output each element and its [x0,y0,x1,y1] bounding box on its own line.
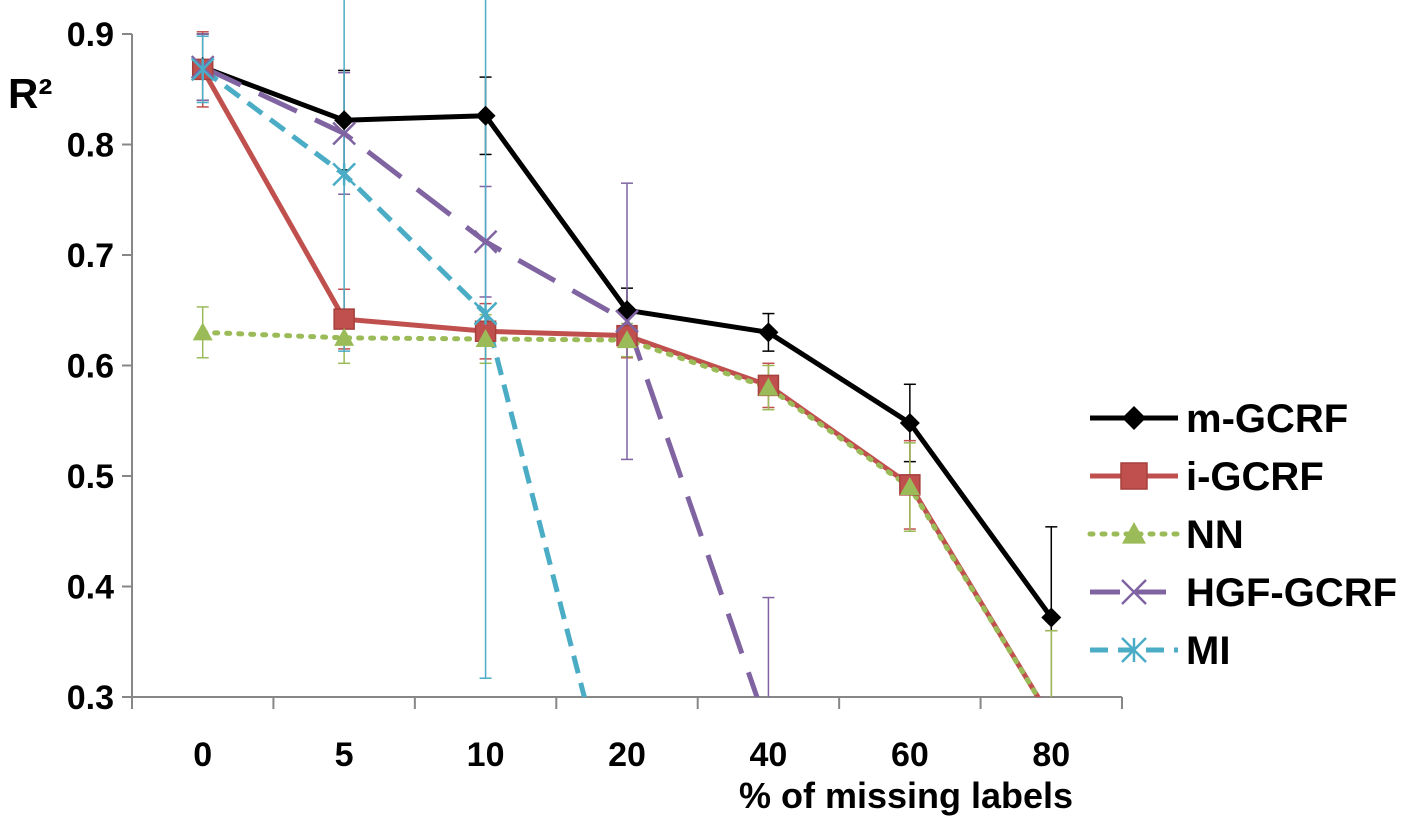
data-point-marker [1041,607,1062,628]
legend-label: NN [1186,513,1244,557]
data-point-marker [334,327,355,346]
x-tick-label: 10 [467,736,505,774]
y-tick-label: 0.4 [67,569,114,607]
legend-label: HGF-GCRF [1186,571,1397,615]
y-tick-label: 0.6 [67,348,114,386]
y-tick-label: 0.9 [67,16,114,54]
legend-label: MI [1186,629,1230,673]
series-markers [190,55,1062,628]
data-point-marker [899,477,920,496]
data-point-marker [1122,406,1146,430]
legend-item: NN [1087,513,1244,557]
data-point-marker [1121,579,1147,605]
data-point-marker [899,412,920,433]
legend-label: i-GCRF [1186,455,1324,499]
y-axis-label: R² [8,70,52,117]
x-tick-label: 5 [335,736,354,774]
x-tick-label: 60 [891,736,929,774]
series-line [201,67,587,697]
x-tick-label: 80 [1032,736,1070,774]
legend-item: HGF-GCRF [1090,571,1397,615]
legend-item: MI [1090,629,1230,673]
data-point-marker [1121,637,1147,663]
data-point-marker [332,121,357,146]
y-tick-label: 0.5 [67,458,114,496]
data-point-marker [475,105,496,126]
legend: m-GCRF i-GCRF NN HGF-GCRF MI [1087,397,1397,673]
legend-label: m-GCRF [1186,397,1348,441]
x-axis-title: % of missing labels [739,775,1073,816]
x-tick-label: 40 [750,736,788,774]
legend-item: m-GCRF [1090,397,1348,441]
data-point-marker [334,110,355,131]
data-point-marker [190,57,215,82]
data-point-marker [192,322,213,341]
data-point-marker [1122,522,1146,544]
y-tick-label: 0.3 [67,679,114,717]
data-point-marker [473,301,498,326]
data-point-marker [758,322,779,343]
data-point-marker [615,309,639,334]
data-point-marker [758,377,779,396]
axis-ticks: 0.3 0.4 0.5 0.6 0.7 0.8 0.9 0 5 10 20 40 60 80 [67,16,1123,774]
data-point-marker [1120,462,1148,490]
x-tick-label: 0 [193,736,212,774]
y-tick-label: 0.7 [67,237,114,275]
x-tick-label: 20 [608,736,646,774]
data-point-marker [473,229,498,254]
data-point-marker [332,162,357,187]
data-point-marker [475,328,496,347]
data-point-marker [333,308,355,330]
legend-item: i-GCRF [1090,455,1324,499]
y-tick-label: 0.8 [67,127,114,165]
data-point-marker [617,330,637,349]
